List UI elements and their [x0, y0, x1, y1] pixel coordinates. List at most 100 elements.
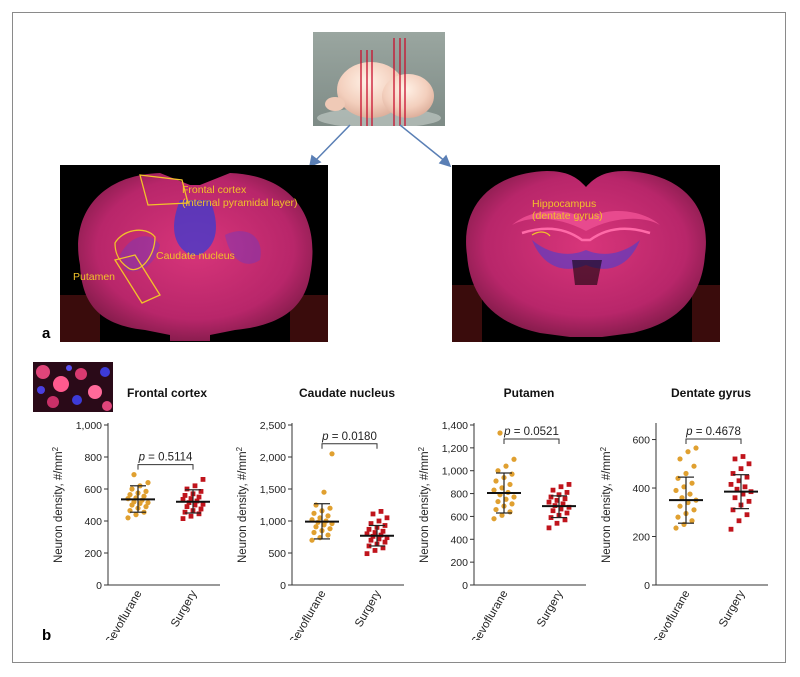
data-point-sevoflurane: [497, 430, 503, 436]
data-point-surgery: [368, 537, 374, 543]
data-point-surgery: [566, 504, 572, 510]
data-point-surgery: [740, 491, 746, 497]
data-point-surgery: [550, 508, 556, 514]
frontal-cortex-outline: [139, 174, 189, 206]
data-point-sevoflurane: [131, 499, 137, 505]
data-point-sevoflurane: [673, 487, 679, 494]
data-point-sevoflurane: [329, 451, 335, 457]
data-point-sevoflurane: [499, 512, 505, 518]
y-tick-label: 600: [84, 484, 102, 496]
data-point-sevoflurane: [679, 495, 685, 501]
data-point-sevoflurane: [685, 499, 691, 506]
x-category-label: Sevoflurane: [288, 589, 329, 641]
data-point-sevoflurane: [509, 471, 515, 477]
data-point-surgery: [564, 490, 570, 495]
data-point-sevoflurane: [677, 503, 683, 509]
data-point-surgery: [558, 506, 564, 512]
data-point-sevoflurane: [491, 516, 497, 522]
data-point-surgery: [562, 496, 568, 502]
data-point-surgery: [564, 510, 570, 516]
data-point-surgery: [188, 513, 194, 519]
data-point-sevoflurane: [685, 449, 691, 455]
x-category-label: Surgery: [169, 588, 200, 629]
data-point-surgery: [728, 481, 734, 487]
data-point-sevoflurane: [503, 496, 509, 502]
data-point-surgery: [738, 466, 744, 472]
data-point-surgery: [730, 471, 736, 476]
data-point-surgery: [182, 493, 188, 498]
data-point-surgery: [740, 454, 746, 459]
data-point-surgery: [546, 525, 552, 531]
data-point-surgery: [562, 517, 568, 523]
brain-slice-left: Frontal cortex (internal pyramidal layer…: [60, 165, 328, 342]
data-point-sevoflurane: [313, 524, 319, 530]
y-axis-label: Neuron density, #/mm2: [235, 446, 249, 563]
data-point-surgery: [560, 501, 566, 507]
data-point-surgery: [192, 502, 198, 508]
data-point-sevoflurane: [325, 532, 331, 538]
y-tick-label: 800: [450, 489, 468, 501]
y-tick-label: 400: [632, 483, 650, 495]
data-point-sevoflurane: [677, 456, 683, 462]
y-tick-label: 1,000: [442, 466, 468, 478]
data-point-surgery: [384, 535, 390, 541]
x-category-label: Sevoflurane: [104, 589, 145, 641]
data-point-surgery: [382, 539, 388, 545]
data-point-surgery: [200, 501, 206, 507]
y-tick-label: 400: [450, 534, 468, 546]
data-point-surgery: [198, 489, 204, 494]
x-category-label: Surgery: [353, 588, 384, 629]
y-tick-label: 1,200: [442, 443, 468, 455]
significance-bracket: [321, 443, 378, 449]
data-point-sevoflurane: [675, 514, 681, 520]
data-point-surgery: [200, 477, 206, 482]
figure-frame: [12, 12, 786, 663]
y-tick-label: 1,000: [76, 420, 102, 432]
panel-label-a: a: [42, 325, 51, 342]
data-point-surgery: [736, 478, 742, 484]
data-point-surgery: [372, 548, 378, 553]
significance-bracket: [685, 438, 742, 444]
data-point-surgery: [746, 461, 752, 467]
label-frontal-2: (internal pyramidal layer): [182, 197, 298, 209]
chart-putamen: 0 200 400 600 800 1,000 1,200 1,400 Neuron densi…: [417, 420, 586, 640]
x-category-label: Sevoflurane: [652, 589, 693, 641]
y-tick-label: 400: [84, 516, 102, 528]
chart-title-frontal-cortex: Frontal cortex: [126, 386, 207, 400]
putamen-outline: [113, 254, 161, 304]
y-tick-label: 0: [462, 580, 468, 592]
data-point-sevoflurane: [141, 493, 147, 499]
chart-title-putamen: Putamen: [503, 386, 555, 400]
data-point-sevoflurane: [491, 487, 497, 493]
data-point-surgery: [196, 494, 202, 500]
y-tick-label: 600: [450, 511, 468, 523]
brain-slice-right: Hippocampus (dentate gyrus): [452, 165, 720, 342]
data-point-sevoflurane: [495, 468, 501, 474]
significance-bracket: [137, 464, 194, 470]
dentate-outline: [531, 231, 551, 237]
y-tick-label: 1,400: [442, 420, 468, 432]
data-point-sevoflurane: [311, 529, 317, 536]
data-point-surgery: [368, 521, 374, 526]
panel-label-b: b: [42, 627, 52, 644]
y-tick-label: 600: [632, 435, 650, 447]
y-tick-label: 200: [632, 532, 650, 544]
data-point-surgery: [180, 497, 186, 502]
p-value-label: p = 0.4678: [685, 426, 741, 438]
data-point-surgery: [372, 530, 378, 535]
p-value-label: p = 0.0180: [321, 431, 377, 443]
data-point-surgery: [744, 512, 750, 518]
data-point-surgery: [734, 486, 740, 492]
data-point-surgery: [384, 515, 390, 521]
data-point-sevoflurane: [327, 505, 333, 511]
data-point-surgery: [744, 474, 750, 480]
data-point-surgery: [558, 484, 564, 490]
data-point-sevoflurane: [693, 445, 699, 451]
data-point-surgery: [364, 551, 370, 557]
data-point-surgery: [550, 487, 556, 493]
data-point-sevoflurane: [131, 472, 137, 478]
data-point-sevoflurane: [689, 518, 695, 524]
data-point-sevoflurane: [143, 488, 149, 494]
data-point-sevoflurane: [493, 506, 499, 513]
data-point-surgery: [184, 486, 190, 492]
